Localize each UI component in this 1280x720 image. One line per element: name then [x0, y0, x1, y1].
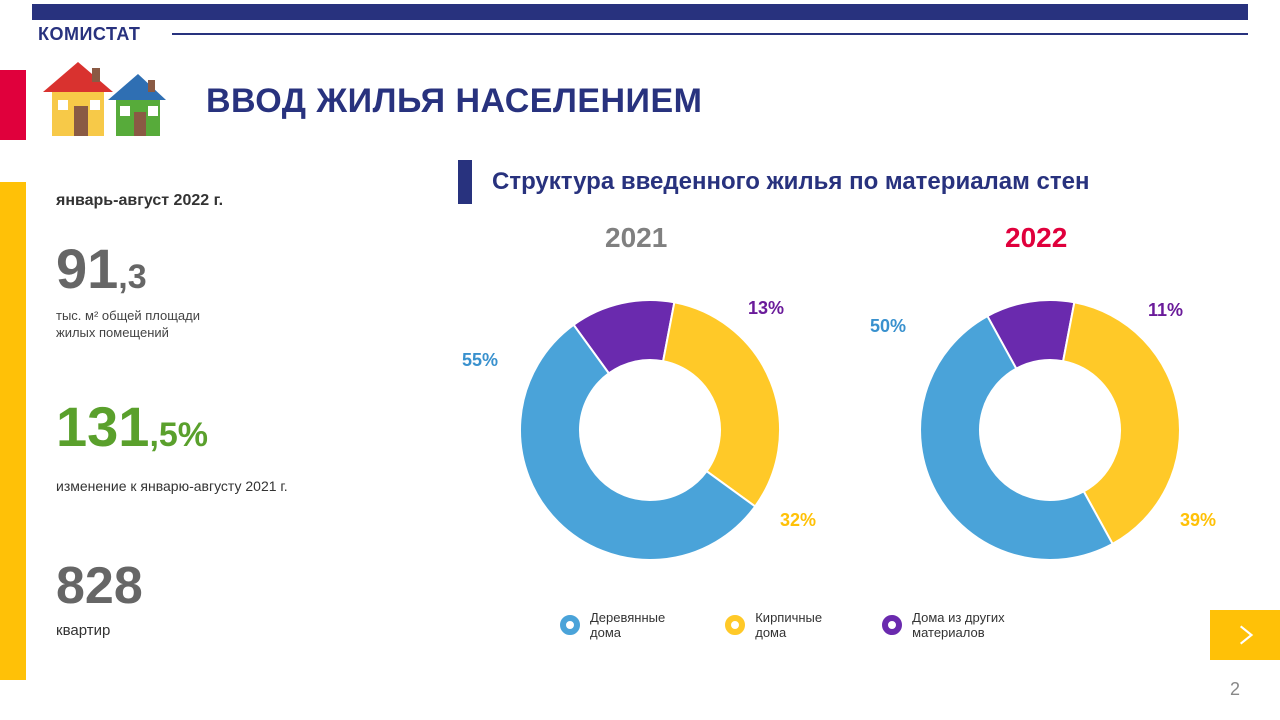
stat-flats-sub: квартир [56, 622, 110, 639]
accent-yellow-bar [0, 182, 26, 680]
pct-2022-other: 11% [1148, 300, 1183, 321]
stat-change-value: 131,5% [56, 394, 208, 459]
stat-change-sub: изменение к январю-августу 2021 г. [56, 478, 288, 494]
legend: Деревянные дома Кирпичные дома Дома из д… [560, 610, 1005, 640]
stat-period: январь-август 2022 г. [56, 192, 223, 210]
legend-ring-wood-icon [560, 615, 580, 635]
legend-ring-other-icon [882, 615, 902, 635]
stat-flats-value: 828 [56, 556, 143, 616]
stat-change-big: 131 [56, 395, 149, 458]
year-label-2021: 2021 [605, 222, 667, 254]
donut-2021 [500, 280, 800, 580]
chart-title-accent [458, 160, 472, 204]
brand-label: КОМИСТАТ [38, 24, 140, 45]
legend-label-other: Дома из других материалов [912, 610, 1004, 640]
legend-ring-brick-icon [725, 615, 745, 635]
page-number: 2 [1230, 679, 1240, 700]
brand-underline [172, 33, 1248, 35]
pct-2021-brick: 32% [780, 510, 816, 531]
pct-2022-wood: 50% [870, 316, 906, 337]
top-bar [32, 4, 1248, 20]
pct-2021-other: 13% [748, 298, 784, 319]
pct-2021-wood: 55% [462, 350, 498, 371]
stat-change-small: ,5% [149, 416, 208, 454]
legend-item-other: Дома из других материалов [882, 610, 1004, 640]
year-label-2022: 2022 [1005, 222, 1067, 254]
chevron-right-icon [1232, 622, 1258, 648]
stat-area-sub: тыс. м² общей площади жилых помещений [56, 308, 200, 342]
next-page-button[interactable] [1210, 610, 1280, 660]
houses-icon [38, 50, 168, 140]
stat-area-big: 91 [56, 237, 118, 300]
legend-label-brick: Кирпичные дома [755, 610, 822, 640]
chart-title: Структура введенного жилья по материалам… [492, 168, 1090, 196]
stat-area-value: 91,3 [56, 236, 147, 301]
legend-item-wood: Деревянные дома [560, 610, 665, 640]
legend-label-wood: Деревянные дома [590, 610, 665, 640]
donut-2022 [900, 280, 1200, 580]
page-title: ВВОД ЖИЛЬЯ НАСЕЛЕНИЕМ [206, 82, 703, 121]
stat-area-small: ,3 [118, 258, 146, 296]
legend-item-brick: Кирпичные дома [725, 610, 822, 640]
accent-red-block [0, 70, 26, 140]
pct-2022-brick: 39% [1180, 510, 1216, 531]
